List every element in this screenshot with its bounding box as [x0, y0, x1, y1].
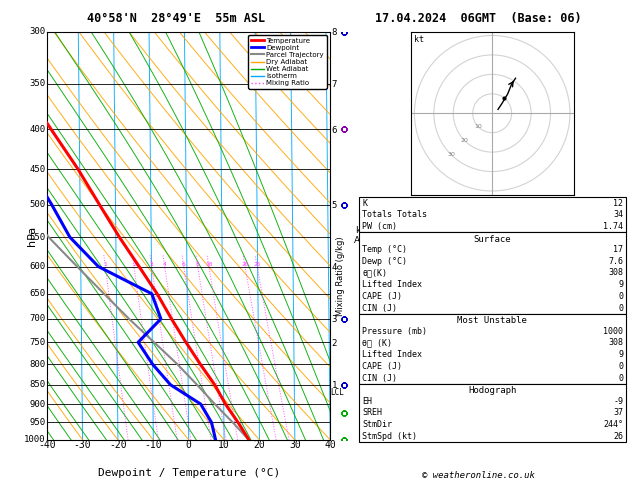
Text: 6: 6 — [182, 262, 186, 267]
Text: 17.04.2024  06GMT  (Base: 06): 17.04.2024 06GMT (Base: 06) — [375, 12, 581, 25]
Text: θᴇ (K): θᴇ (K) — [362, 338, 392, 347]
Text: StmSpd (kt): StmSpd (kt) — [362, 432, 417, 441]
Text: 37: 37 — [613, 408, 623, 417]
Text: 20: 20 — [242, 262, 249, 267]
Text: 30: 30 — [289, 440, 301, 450]
Text: 0: 0 — [618, 292, 623, 301]
Text: -9: -9 — [613, 397, 623, 405]
Text: CIN (J): CIN (J) — [362, 304, 398, 312]
Text: 1.74: 1.74 — [603, 222, 623, 231]
Y-axis label: km
ASL: km ASL — [353, 226, 370, 245]
Text: -30: -30 — [74, 440, 91, 450]
Text: 10: 10 — [474, 124, 482, 129]
Text: K: K — [362, 199, 367, 208]
Text: StmDir: StmDir — [362, 420, 392, 429]
Text: PW (cm): PW (cm) — [362, 222, 398, 231]
Legend: Temperature, Dewpoint, Parcel Trajectory, Dry Adiabat, Wet Adiabat, Isotherm, Mi: Temperature, Dewpoint, Parcel Trajectory… — [248, 35, 326, 89]
Text: 20: 20 — [253, 440, 265, 450]
Text: -10: -10 — [145, 440, 162, 450]
Text: 308: 308 — [608, 268, 623, 278]
Text: © weatheronline.co.uk: © weatheronline.co.uk — [421, 471, 535, 480]
Text: 17: 17 — [613, 245, 623, 254]
Text: 20: 20 — [461, 138, 469, 143]
Text: 0: 0 — [618, 304, 623, 312]
Text: -20: -20 — [109, 440, 127, 450]
Text: 1: 1 — [104, 262, 108, 267]
Text: 800: 800 — [30, 360, 46, 369]
Text: 10: 10 — [218, 440, 230, 450]
Text: 34: 34 — [613, 210, 623, 219]
Text: Lifted Index: Lifted Index — [362, 280, 422, 289]
Text: 750: 750 — [30, 338, 46, 347]
Text: 2: 2 — [132, 262, 136, 267]
Text: Pressure (mb): Pressure (mb) — [362, 327, 427, 336]
Text: 9: 9 — [618, 350, 623, 359]
Text: Surface: Surface — [474, 235, 511, 243]
Text: Dewpoint / Temperature (°C): Dewpoint / Temperature (°C) — [97, 469, 280, 478]
Text: 300: 300 — [30, 27, 46, 36]
Text: -40: -40 — [38, 440, 56, 450]
Text: 40: 40 — [325, 440, 336, 450]
Text: Temp (°C): Temp (°C) — [362, 245, 408, 254]
Text: 600: 600 — [30, 262, 46, 271]
Text: Most Unstable: Most Unstable — [457, 316, 527, 325]
Text: 12: 12 — [613, 199, 623, 208]
Text: Hodograph: Hodograph — [468, 386, 516, 395]
Text: Mixing Ratio (g/kg): Mixing Ratio (g/kg) — [336, 237, 345, 316]
Text: 26: 26 — [613, 432, 623, 441]
Text: kt: kt — [415, 35, 425, 45]
Text: CAPE (J): CAPE (J) — [362, 362, 403, 371]
Text: 4: 4 — [163, 262, 167, 267]
Text: 0: 0 — [618, 374, 623, 382]
Text: CIN (J): CIN (J) — [362, 374, 398, 382]
Text: 9: 9 — [618, 280, 623, 289]
Text: SREH: SREH — [362, 408, 382, 417]
Text: 8: 8 — [196, 262, 200, 267]
Text: 950: 950 — [30, 418, 46, 427]
Text: 0: 0 — [618, 362, 623, 371]
Text: 308: 308 — [608, 338, 623, 347]
Text: 650: 650 — [30, 289, 46, 298]
Text: 40°58'N  28°49'E  55m ASL: 40°58'N 28°49'E 55m ASL — [87, 12, 265, 25]
Text: 900: 900 — [30, 399, 46, 409]
Text: Totals Totals: Totals Totals — [362, 210, 427, 219]
Text: 700: 700 — [30, 314, 46, 323]
Text: LCL: LCL — [330, 388, 345, 397]
Text: 0: 0 — [186, 440, 192, 450]
Text: hPa: hPa — [26, 226, 36, 246]
Text: 400: 400 — [30, 124, 46, 134]
Text: 244°: 244° — [603, 420, 623, 429]
Text: 350: 350 — [30, 79, 46, 88]
Text: θᴇ(K): θᴇ(K) — [362, 268, 387, 278]
Text: 850: 850 — [30, 380, 46, 389]
Text: EH: EH — [362, 397, 372, 405]
Text: 3: 3 — [150, 262, 153, 267]
Text: Lifted Index: Lifted Index — [362, 350, 422, 359]
Text: 10: 10 — [205, 262, 213, 267]
Text: 7.6: 7.6 — [608, 257, 623, 266]
Text: 550: 550 — [30, 233, 46, 242]
Text: 1000: 1000 — [603, 327, 623, 336]
Text: 500: 500 — [30, 200, 46, 209]
Text: 25: 25 — [253, 262, 261, 267]
Text: CAPE (J): CAPE (J) — [362, 292, 403, 301]
Text: 450: 450 — [30, 165, 46, 174]
Text: Dewp (°C): Dewp (°C) — [362, 257, 408, 266]
Text: 1000: 1000 — [25, 435, 46, 444]
Text: 30: 30 — [447, 152, 455, 157]
